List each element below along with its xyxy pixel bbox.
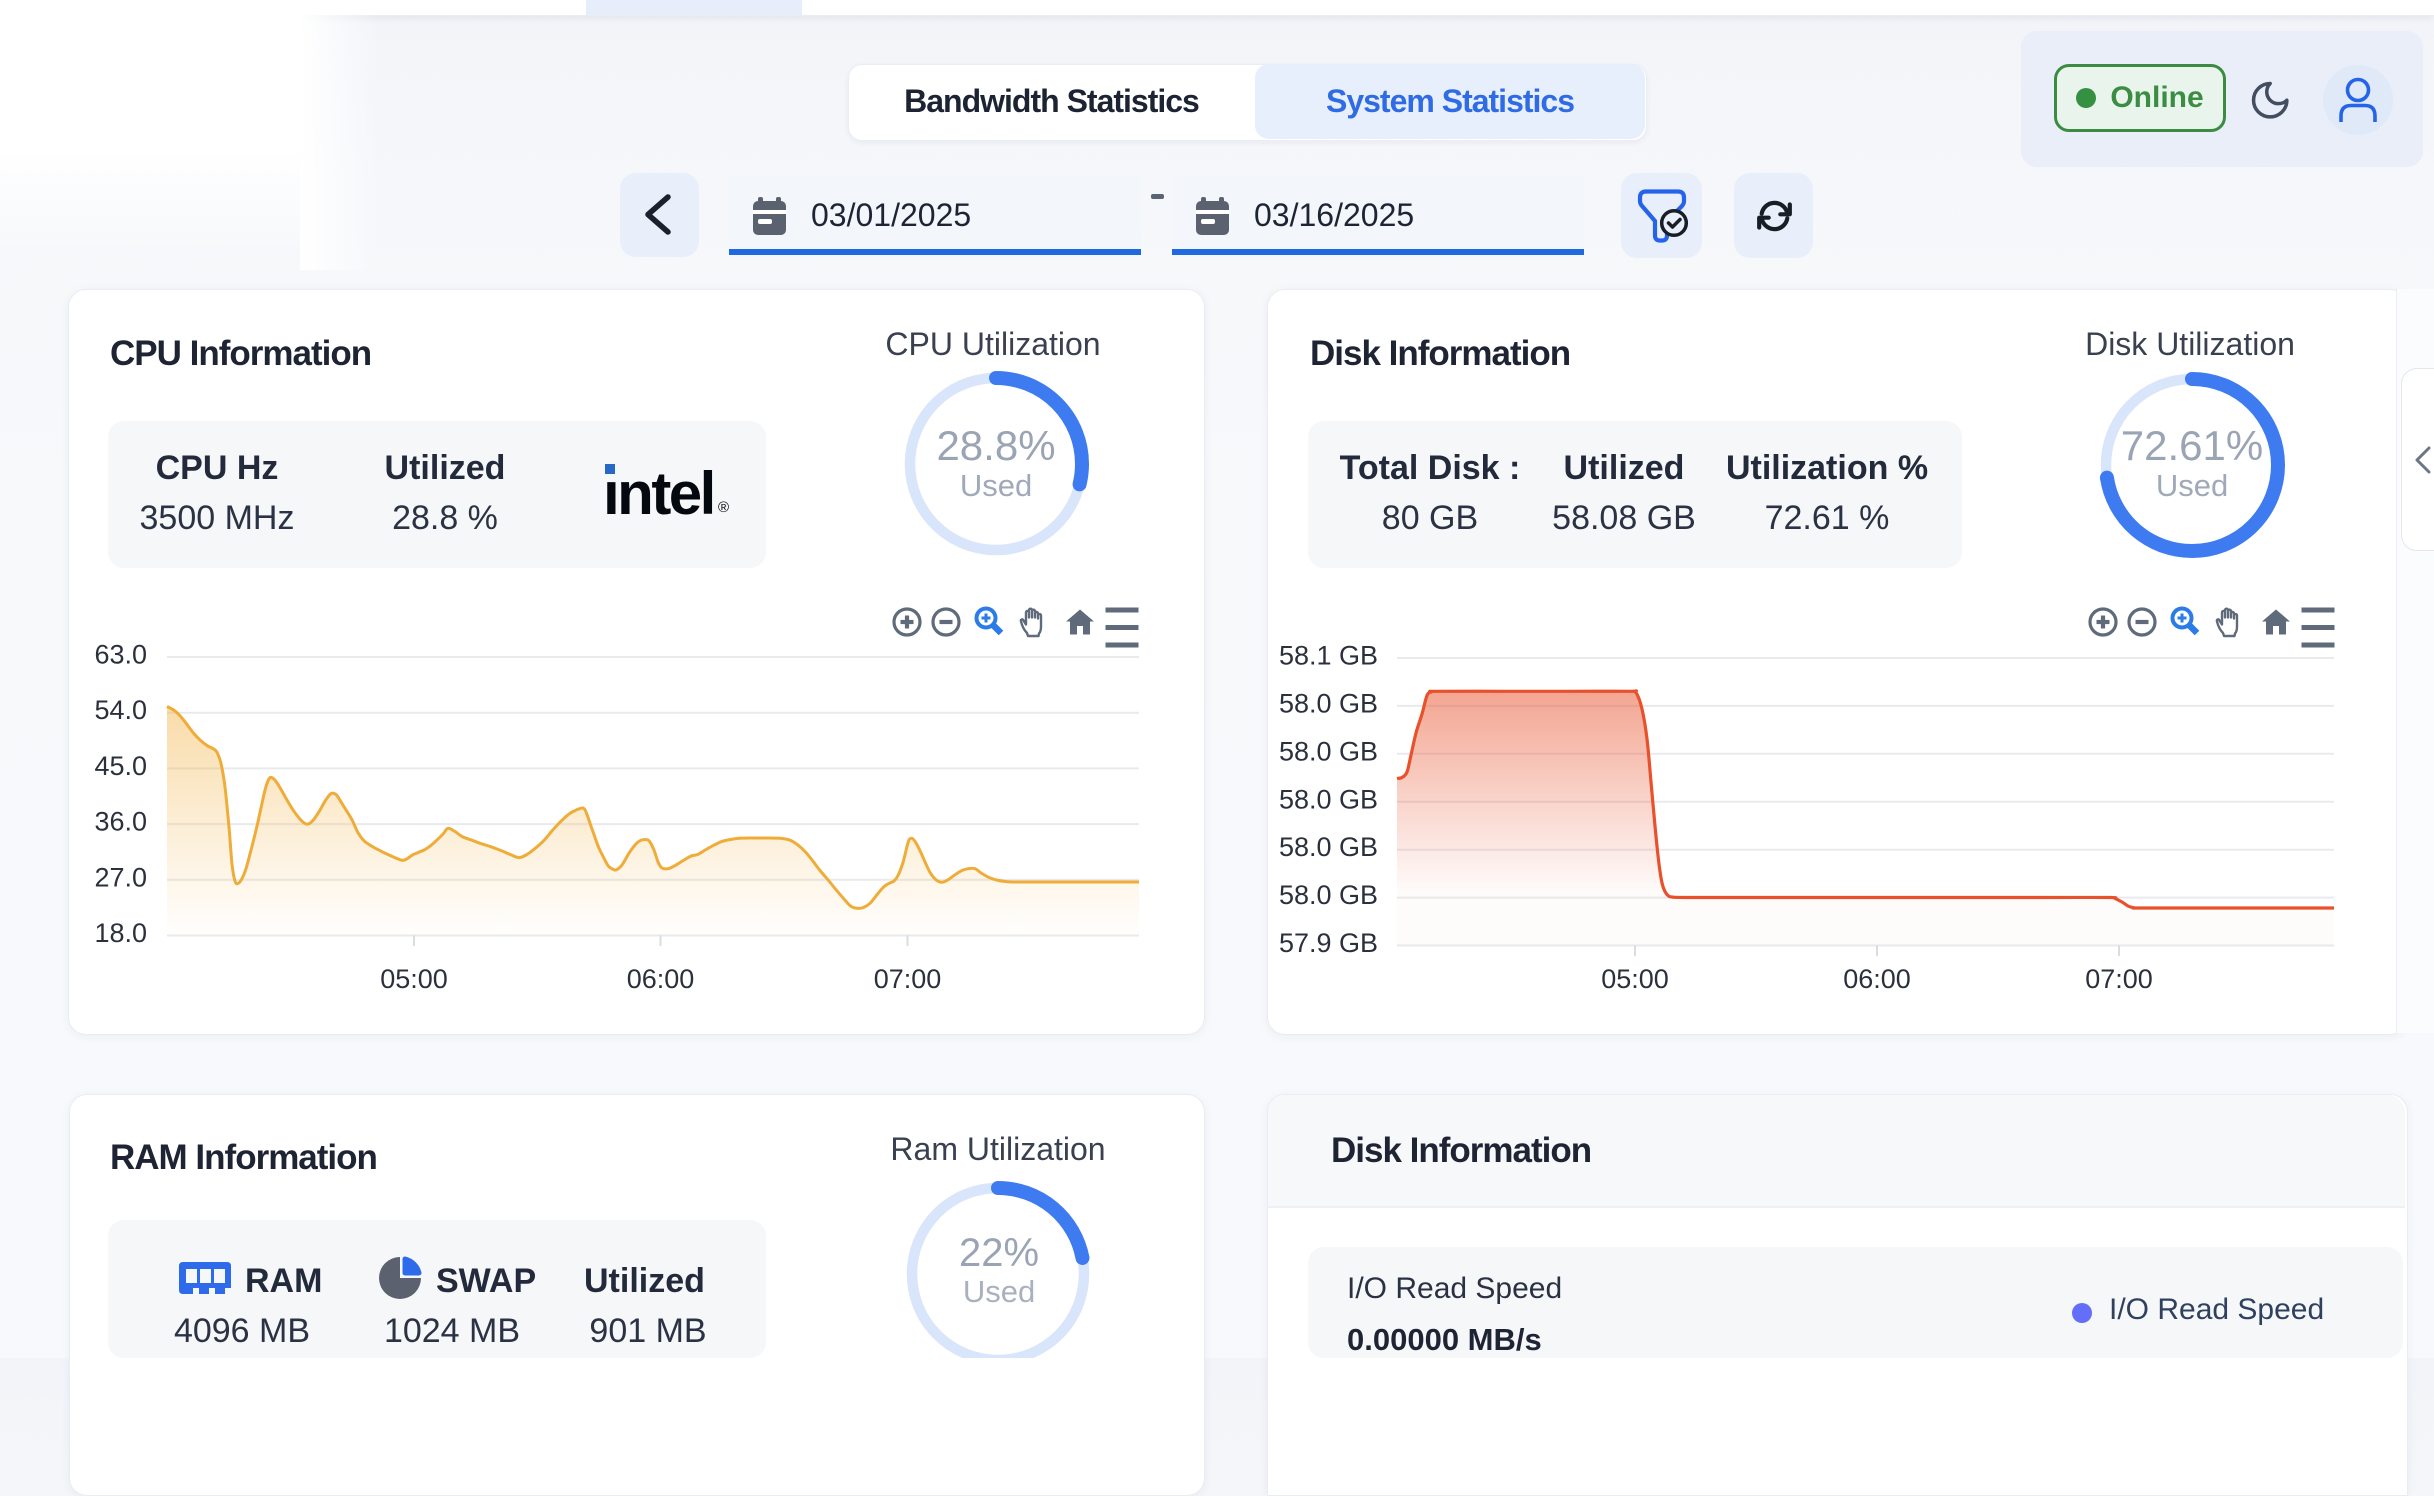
svg-text:07:00: 07:00 — [874, 964, 942, 994]
svg-text:63.0: 63.0 — [94, 640, 147, 670]
svg-text:58.0 GB: 58.0 GB — [1279, 688, 1378, 718]
svg-text:07:00: 07:00 — [2085, 964, 2153, 994]
svg-text:05:00: 05:00 — [380, 964, 448, 994]
svg-text:58.1 GB: 58.1 GB — [1279, 641, 1378, 671]
svg-text:18.0: 18.0 — [94, 918, 147, 948]
svg-text:58.0 GB: 58.0 GB — [1279, 880, 1378, 910]
svg-text:54.0: 54.0 — [94, 695, 147, 725]
svg-text:45.0: 45.0 — [94, 751, 147, 781]
svg-text:06:00: 06:00 — [627, 964, 695, 994]
svg-text:06:00: 06:00 — [1843, 964, 1911, 994]
svg-text:57.9 GB: 57.9 GB — [1279, 928, 1378, 958]
svg-text:05:00: 05:00 — [1601, 964, 1669, 994]
svg-text:36.0: 36.0 — [94, 807, 147, 837]
svg-text:58.0 GB: 58.0 GB — [1279, 832, 1378, 862]
svg-text:58.0 GB: 58.0 GB — [1279, 736, 1378, 766]
svg-text:27.0: 27.0 — [94, 862, 147, 892]
svg-text:58.0 GB: 58.0 GB — [1279, 784, 1378, 814]
